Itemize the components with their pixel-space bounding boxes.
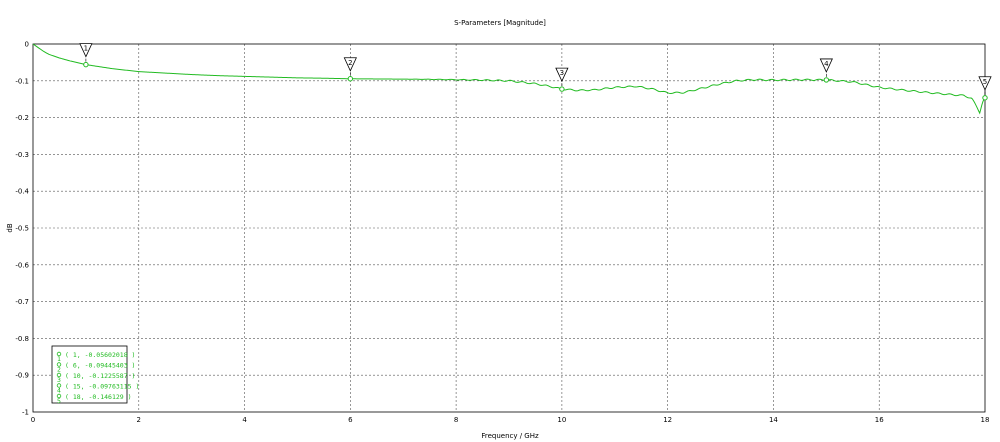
legend-marker-icon — [56, 383, 62, 388]
legend-box — [51, 345, 128, 404]
y-tick-label: -0.8 — [15, 335, 29, 343]
markers: 1 2 3 4 5 — [79, 43, 992, 101]
legend-marker-icon — [56, 362, 62, 367]
legend-entry: ( 6, -0.09445403 ) — [65, 362, 135, 370]
tick-labels: 0 2 4 6 8 10 12 14 16 180-0.1-0.2-0.3-0.4-0.5-0.6… — [15, 41, 989, 425]
legend-marker-id: 2 — [57, 366, 61, 374]
marker-point — [982, 95, 988, 101]
y-tick-label: -1 — [22, 409, 29, 417]
x-tick-label: 14 — [769, 416, 778, 424]
y-tick-label: -0.4 — [15, 188, 29, 196]
y-tick-label: -0.2 — [15, 114, 29, 122]
legend-marker-icon — [56, 393, 62, 399]
marker-point — [559, 86, 565, 92]
marker-number: 5 — [983, 78, 987, 86]
x-axis-label: Frequency / GHz — [481, 432, 539, 440]
marker-point — [83, 61, 89, 68]
marker-point — [823, 77, 830, 83]
x-tick-label: 0 — [31, 416, 35, 424]
y-tick-label: -0.7 — [15, 298, 29, 306]
y-tick-label: -0.6 — [15, 261, 29, 269]
legend-entry: ( 18, -0.146129 ) — [65, 393, 132, 401]
marker-number: 3 — [560, 69, 564, 77]
marker-number: 1 — [84, 45, 88, 53]
marker-flag — [343, 57, 357, 72]
y-axis-label: dB — [6, 223, 14, 232]
x-tick-label: 12 — [663, 416, 672, 424]
legend-marker-id: 4 — [57, 387, 61, 395]
legend-marker-icon — [56, 372, 62, 378]
marker-legend: 1 ( 1, -0.05602018 ) 2 ( 6, -0.09445403 ) 3 (… — [51, 345, 139, 405]
marker-point — [347, 76, 354, 82]
legend-entry: ( 15, -0.09763115 ) — [65, 383, 139, 391]
x-tick-label: 2 — [137, 416, 141, 424]
marker-flag — [555, 67, 569, 83]
axes — [32, 43, 986, 413]
marker-flag — [79, 43, 93, 58]
chart-title: S-Parameters [Magnitude] — [454, 19, 546, 27]
marker-flag — [819, 58, 833, 73]
y-tick-label: 0 — [25, 41, 29, 49]
x-tick-label: 18 — [981, 416, 990, 424]
x-tick-label: 6 — [348, 416, 353, 424]
marker-flag — [978, 76, 992, 91]
legend-marker-id: 3 — [57, 376, 61, 384]
x-tick-label: 10 — [557, 416, 566, 424]
x-tick-label: 16 — [875, 416, 884, 424]
y-tick-label: -0.3 — [15, 151, 29, 159]
x-tick-label: 8 — [454, 416, 458, 424]
y-tick-label: -0.5 — [15, 225, 29, 233]
x-tick-label: 4 — [242, 416, 247, 424]
marker-number: 4 — [824, 60, 829, 68]
y-tick-label: -0.1 — [15, 77, 29, 85]
y-tick-label: -0.9 — [15, 372, 29, 380]
plot-frame — [32, 43, 986, 413]
legend-marker-id: 1 — [57, 355, 61, 363]
legend-marker-icon — [56, 351, 62, 357]
legend-entry: ( 10, -0.1225587 ) — [65, 372, 135, 380]
marker-number: 2 — [348, 59, 352, 67]
legend-entry: ( 1, -0.05602018 ) — [65, 351, 135, 359]
legend-marker-id: 5 — [57, 397, 61, 405]
